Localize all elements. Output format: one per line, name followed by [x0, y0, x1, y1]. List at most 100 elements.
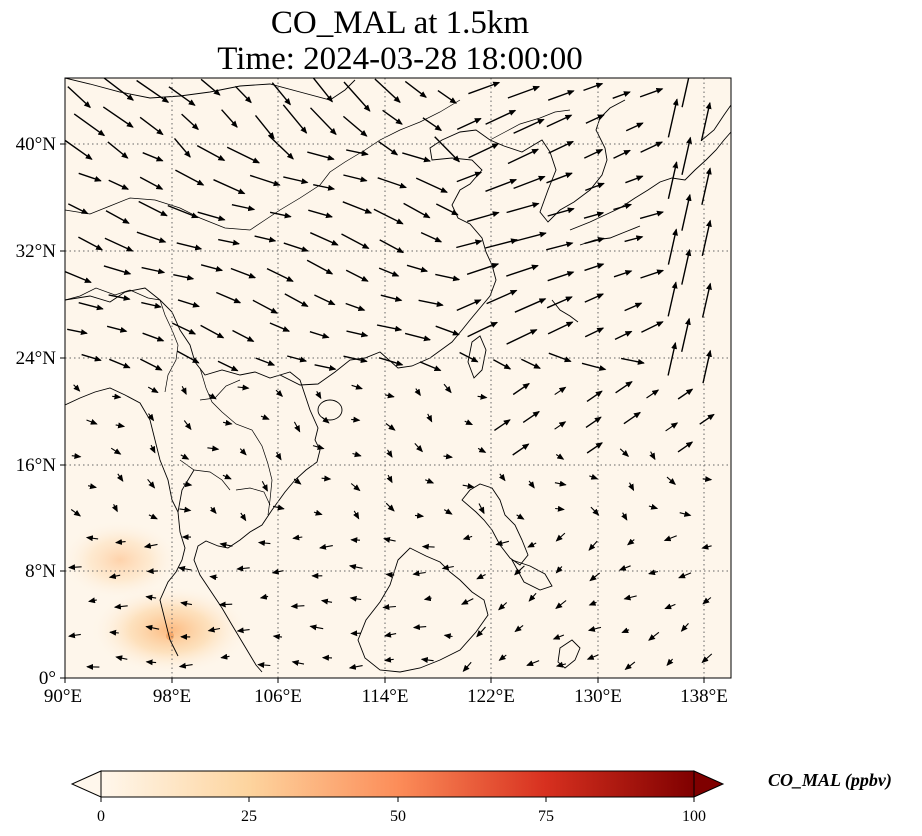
wind-arrow — [435, 203, 459, 216]
wind-arrow — [197, 211, 226, 222]
wind-arrow — [183, 481, 193, 488]
wind-arrow — [520, 358, 541, 369]
wind-arrow — [588, 540, 598, 551]
wind-arrow — [139, 358, 163, 371]
wind-arrow — [546, 114, 573, 128]
wind-arrow — [527, 541, 537, 548]
wind-arrow — [282, 104, 308, 134]
wind-arrow — [232, 329, 255, 343]
wind-arrow — [261, 480, 268, 492]
wind-arrow — [625, 175, 644, 184]
wind-arrow — [219, 542, 233, 548]
wind-arrow — [583, 211, 605, 219]
wind-arrow — [507, 85, 541, 99]
wind-arrow — [167, 204, 199, 219]
wind-arrow — [313, 184, 336, 191]
wind-arrow — [239, 512, 247, 522]
wind-arrow — [343, 355, 368, 364]
wind-arrow — [464, 419, 474, 426]
wind-arrow — [514, 624, 524, 633]
co-concentration-patch — [90, 585, 250, 675]
wind-arrow — [426, 413, 433, 423]
wind-arrow — [234, 85, 252, 104]
wind-arrow — [456, 171, 483, 183]
wind-arrow — [554, 480, 567, 487]
wind-arrow — [207, 626, 221, 633]
wind-arrow — [283, 176, 309, 185]
colorbar-label: CO_MAL (ppbv) — [768, 770, 892, 790]
lon-tick-138e: 138°E — [680, 686, 728, 707]
wind-arrow — [493, 359, 512, 370]
wind-arrow — [681, 136, 693, 175]
wind-arrow — [437, 90, 457, 104]
colorbar-tick-50: 50 — [390, 808, 406, 825]
wind-arrow — [702, 597, 712, 605]
wind-arrow — [406, 264, 429, 273]
lat-tick-24n: 24°N — [16, 348, 57, 369]
wind-arrow — [141, 301, 162, 309]
wind-arrow — [348, 663, 363, 670]
wind-arrow — [485, 178, 518, 192]
wind-arrow — [115, 538, 126, 545]
wind-arrow — [382, 109, 403, 125]
wind-arrow — [136, 231, 167, 243]
wind-arrow — [321, 475, 332, 482]
wind-arrow — [257, 540, 271, 547]
wind-arrow — [275, 389, 284, 398]
wind-arrow — [180, 385, 187, 395]
wind-arrow — [108, 179, 130, 190]
wind-arrow — [108, 573, 121, 580]
longitude-labels: 90°E 98°E 106°E 114°E 122°E 130°E 138°E — [44, 686, 728, 707]
wind-arrow — [104, 237, 134, 252]
wind-arrow — [107, 141, 129, 159]
wind-arrow — [386, 474, 393, 484]
wind-arrow — [85, 535, 99, 542]
lon-tick-122e: 122°E — [467, 686, 515, 707]
wind-arrow — [65, 139, 93, 160]
wind-arrow — [649, 451, 656, 461]
wind-arrow — [221, 109, 238, 128]
wind-arrow — [70, 509, 82, 517]
wind-arrow — [680, 623, 689, 632]
wind-arrow — [196, 144, 226, 162]
wind-arrow — [320, 598, 333, 605]
wind-arrow — [702, 476, 713, 483]
wind-arrow — [109, 629, 119, 636]
wind-arrow — [259, 593, 269, 600]
wind-arrow — [619, 448, 630, 457]
wind-arrow — [462, 661, 472, 672]
wind-arrow — [681, 193, 692, 231]
wind-arrow — [526, 660, 540, 666]
wind-arrow — [142, 332, 165, 342]
wind-arrow — [546, 241, 574, 251]
wind-arrow — [547, 321, 574, 335]
wind-arrow — [353, 510, 360, 520]
wind-arrow — [677, 441, 694, 453]
wind-arrow — [434, 136, 461, 163]
wind-arrow — [290, 603, 305, 610]
wind-arrow — [379, 239, 405, 254]
wind-arrow — [345, 302, 366, 312]
wind-arrow — [516, 513, 525, 520]
wind-arrow — [236, 565, 250, 572]
wind-arrow — [309, 624, 324, 631]
wind-arrow — [506, 264, 539, 277]
wind-arrow — [377, 177, 407, 189]
wind-arrow — [459, 351, 479, 363]
wind-arrow — [374, 78, 401, 103]
wind-arrow — [555, 661, 567, 668]
wind-arrow — [640, 141, 664, 153]
wind-arrow — [589, 572, 601, 582]
wind-arrow — [345, 269, 369, 282]
wind-arrow — [404, 332, 431, 342]
wind-arrow — [110, 447, 122, 455]
wind-arrow — [548, 352, 572, 363]
wind-arrow — [677, 388, 694, 400]
wind-arrow — [585, 416, 602, 428]
wind-arrow — [581, 362, 607, 371]
wind-arrow — [342, 115, 368, 137]
wind-arrow — [222, 419, 233, 426]
wind-arrow — [468, 81, 501, 95]
wind-arrow — [102, 106, 134, 128]
